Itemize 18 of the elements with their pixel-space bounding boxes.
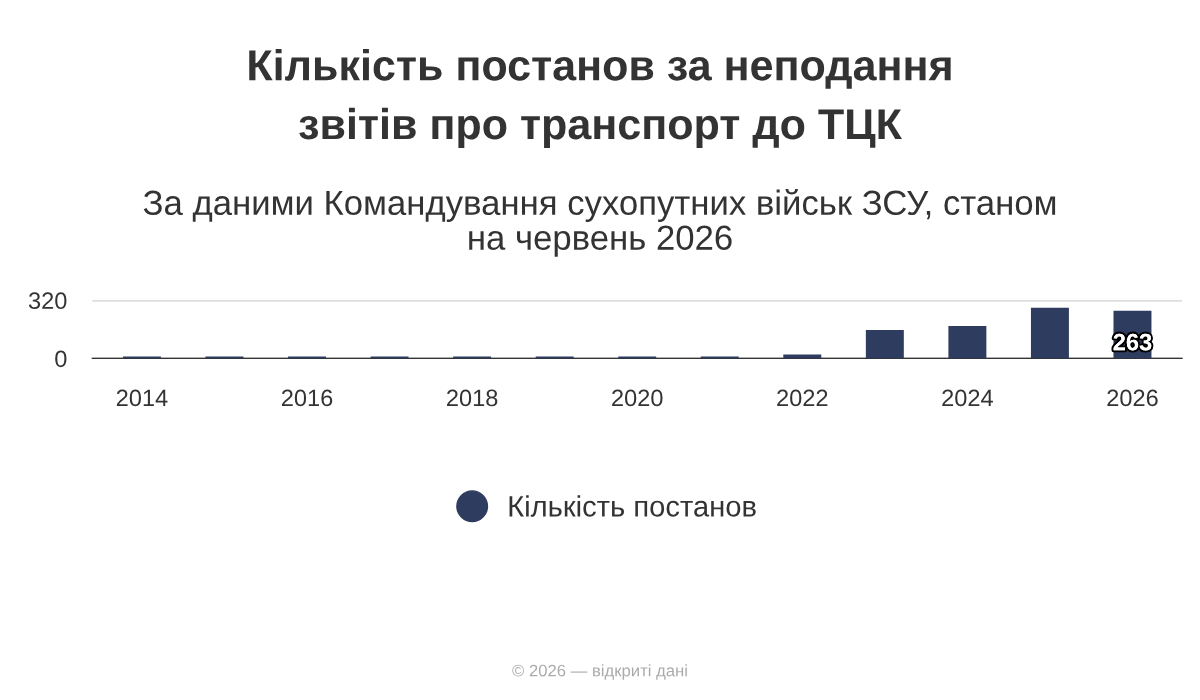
x-tick-label: 2014 — [116, 389, 168, 407]
legend-label: Кількість постанов — [509, 495, 756, 517]
y-tick-label: 0 — [55, 350, 67, 368]
text: © 2026 — відкриті дані — [512, 664, 687, 680]
bar — [865, 330, 904, 359]
bar — [948, 325, 987, 359]
x-tick-label: 2022 — [777, 389, 828, 407]
data-label: 263 — [1113, 333, 1152, 351]
x-tick-label: 2026 — [1107, 389, 1158, 407]
bar — [783, 354, 822, 359]
chart-title: Кількість постанов за неподання звітів про транспорт до ТЦК — [249, 49, 951, 148]
bar — [1030, 307, 1069, 359]
x-tick-label: 2018 — [447, 389, 498, 407]
x-tick-label: 2020 — [612, 389, 663, 407]
x-tick-label: 2016 — [281, 389, 333, 407]
x-tick-label: 2024 — [942, 389, 993, 407]
y-tick-label: 320 — [28, 292, 67, 310]
chart-subtitle: За даними Командування сухопутних військ ЗСУ, станом на червень 2026 — [143, 189, 1056, 257]
